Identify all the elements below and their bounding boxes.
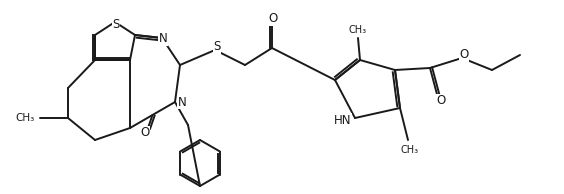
Text: S: S (112, 17, 120, 30)
Text: O: O (459, 48, 469, 61)
Text: O: O (437, 94, 446, 107)
Text: O: O (268, 12, 277, 25)
Text: CH₃: CH₃ (349, 25, 367, 35)
Text: HN: HN (333, 113, 351, 126)
Text: O: O (140, 126, 149, 139)
Text: S: S (213, 41, 221, 54)
Text: CH₃: CH₃ (16, 113, 35, 123)
Text: N: N (158, 33, 168, 46)
Text: N: N (178, 95, 187, 108)
Text: CH₃: CH₃ (401, 145, 419, 155)
